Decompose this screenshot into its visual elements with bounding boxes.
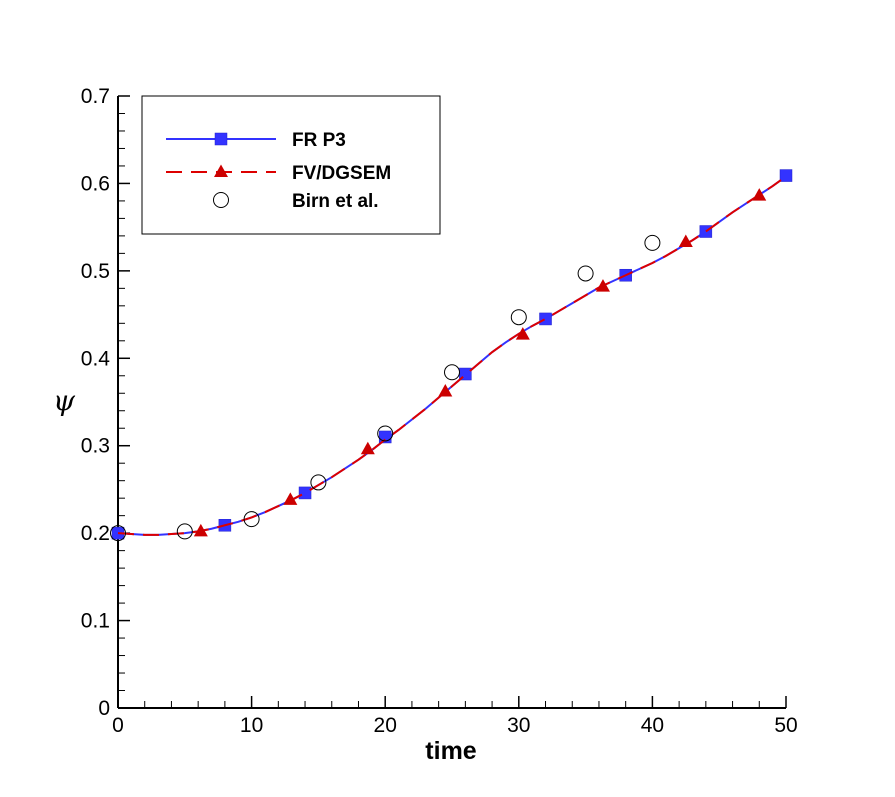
x-axis-ticks: 0 10 20 30 40 50 xyxy=(112,696,798,737)
y-tick-label: 0.2 xyxy=(81,522,110,545)
series-fv-dgsem xyxy=(117,175,787,537)
data-point-fr-p3 xyxy=(779,169,793,182)
y-tick-label: 0.5 xyxy=(81,260,110,283)
y-tick-label: 0.4 xyxy=(81,347,111,370)
data-point-birn-et-al xyxy=(176,523,193,540)
series-birn-et-al xyxy=(110,234,661,542)
series-layer xyxy=(110,169,793,542)
y-tick-label: 0.3 xyxy=(81,435,110,458)
data-point-birn-et-al xyxy=(310,474,327,491)
legend-entry-fv-dgsem: FV/DGSEM xyxy=(166,163,391,184)
x-tick-label: 50 xyxy=(774,714,797,737)
data-point-birn-et-al xyxy=(444,364,460,381)
x-tick-label: 30 xyxy=(507,714,530,737)
legend-label-birn: Birn et al. xyxy=(292,191,379,212)
data-point-birn-et-al xyxy=(510,309,527,326)
x-tick-label: 40 xyxy=(641,714,664,737)
data-point-fr-p3 xyxy=(298,486,312,500)
axes xyxy=(117,96,786,709)
legend-marker-fv-dgsem xyxy=(214,164,228,177)
data-point-fv-dgsem xyxy=(283,492,298,505)
data-point-birn-et-al xyxy=(110,525,126,542)
legend-entry-birn: Birn et al. xyxy=(213,191,379,212)
data-point-fr-p3 xyxy=(539,312,552,326)
data-point-fv-dgsem xyxy=(515,327,530,340)
legend-marker-birn xyxy=(213,192,229,208)
data-point-fv-dgsem xyxy=(193,523,208,537)
data-point-fv-dgsem xyxy=(438,384,453,397)
legend-label-fr-p3: FR P3 xyxy=(292,130,346,151)
data-point-birn-et-al xyxy=(644,234,661,251)
legend-marker-fr-p3 xyxy=(214,132,228,146)
data-point-fv-dgsem xyxy=(595,279,610,292)
x-tick-label: 20 xyxy=(374,714,397,737)
legend-label-fv-dgsem: FV/DGSEM xyxy=(292,163,391,184)
legend-box xyxy=(141,95,441,235)
legend: FR P3 FV/DGSEM Birn et al. xyxy=(141,95,441,235)
data-point-fv-dgsem xyxy=(678,234,693,248)
x-tick-label: 0 xyxy=(112,714,124,737)
y-tick-label: 0 xyxy=(98,697,110,720)
data-point-fv-dgsem xyxy=(752,188,767,201)
data-point-birn-et-al xyxy=(243,511,260,528)
series-line-fv-dgsem xyxy=(117,175,787,536)
x-tick-label: 10 xyxy=(240,714,263,737)
data-point-birn-et-al xyxy=(377,425,394,442)
y-tick-label: 0.1 xyxy=(81,610,110,633)
y-tick-label: 0.7 xyxy=(81,85,110,108)
y-axis-title: ψ xyxy=(53,384,76,417)
y-tick-label: 0.6 xyxy=(81,172,110,195)
y-axis-ticks: 0 0.1 0.2 0.3 0.4 0.5 0.6 0.7 xyxy=(81,85,130,720)
data-point-birn-et-al xyxy=(577,265,594,282)
data-point-fv-dgsem xyxy=(360,441,375,455)
x-axis-title: time xyxy=(425,737,477,765)
legend-entry-fr-p3: FR P3 xyxy=(166,130,346,151)
